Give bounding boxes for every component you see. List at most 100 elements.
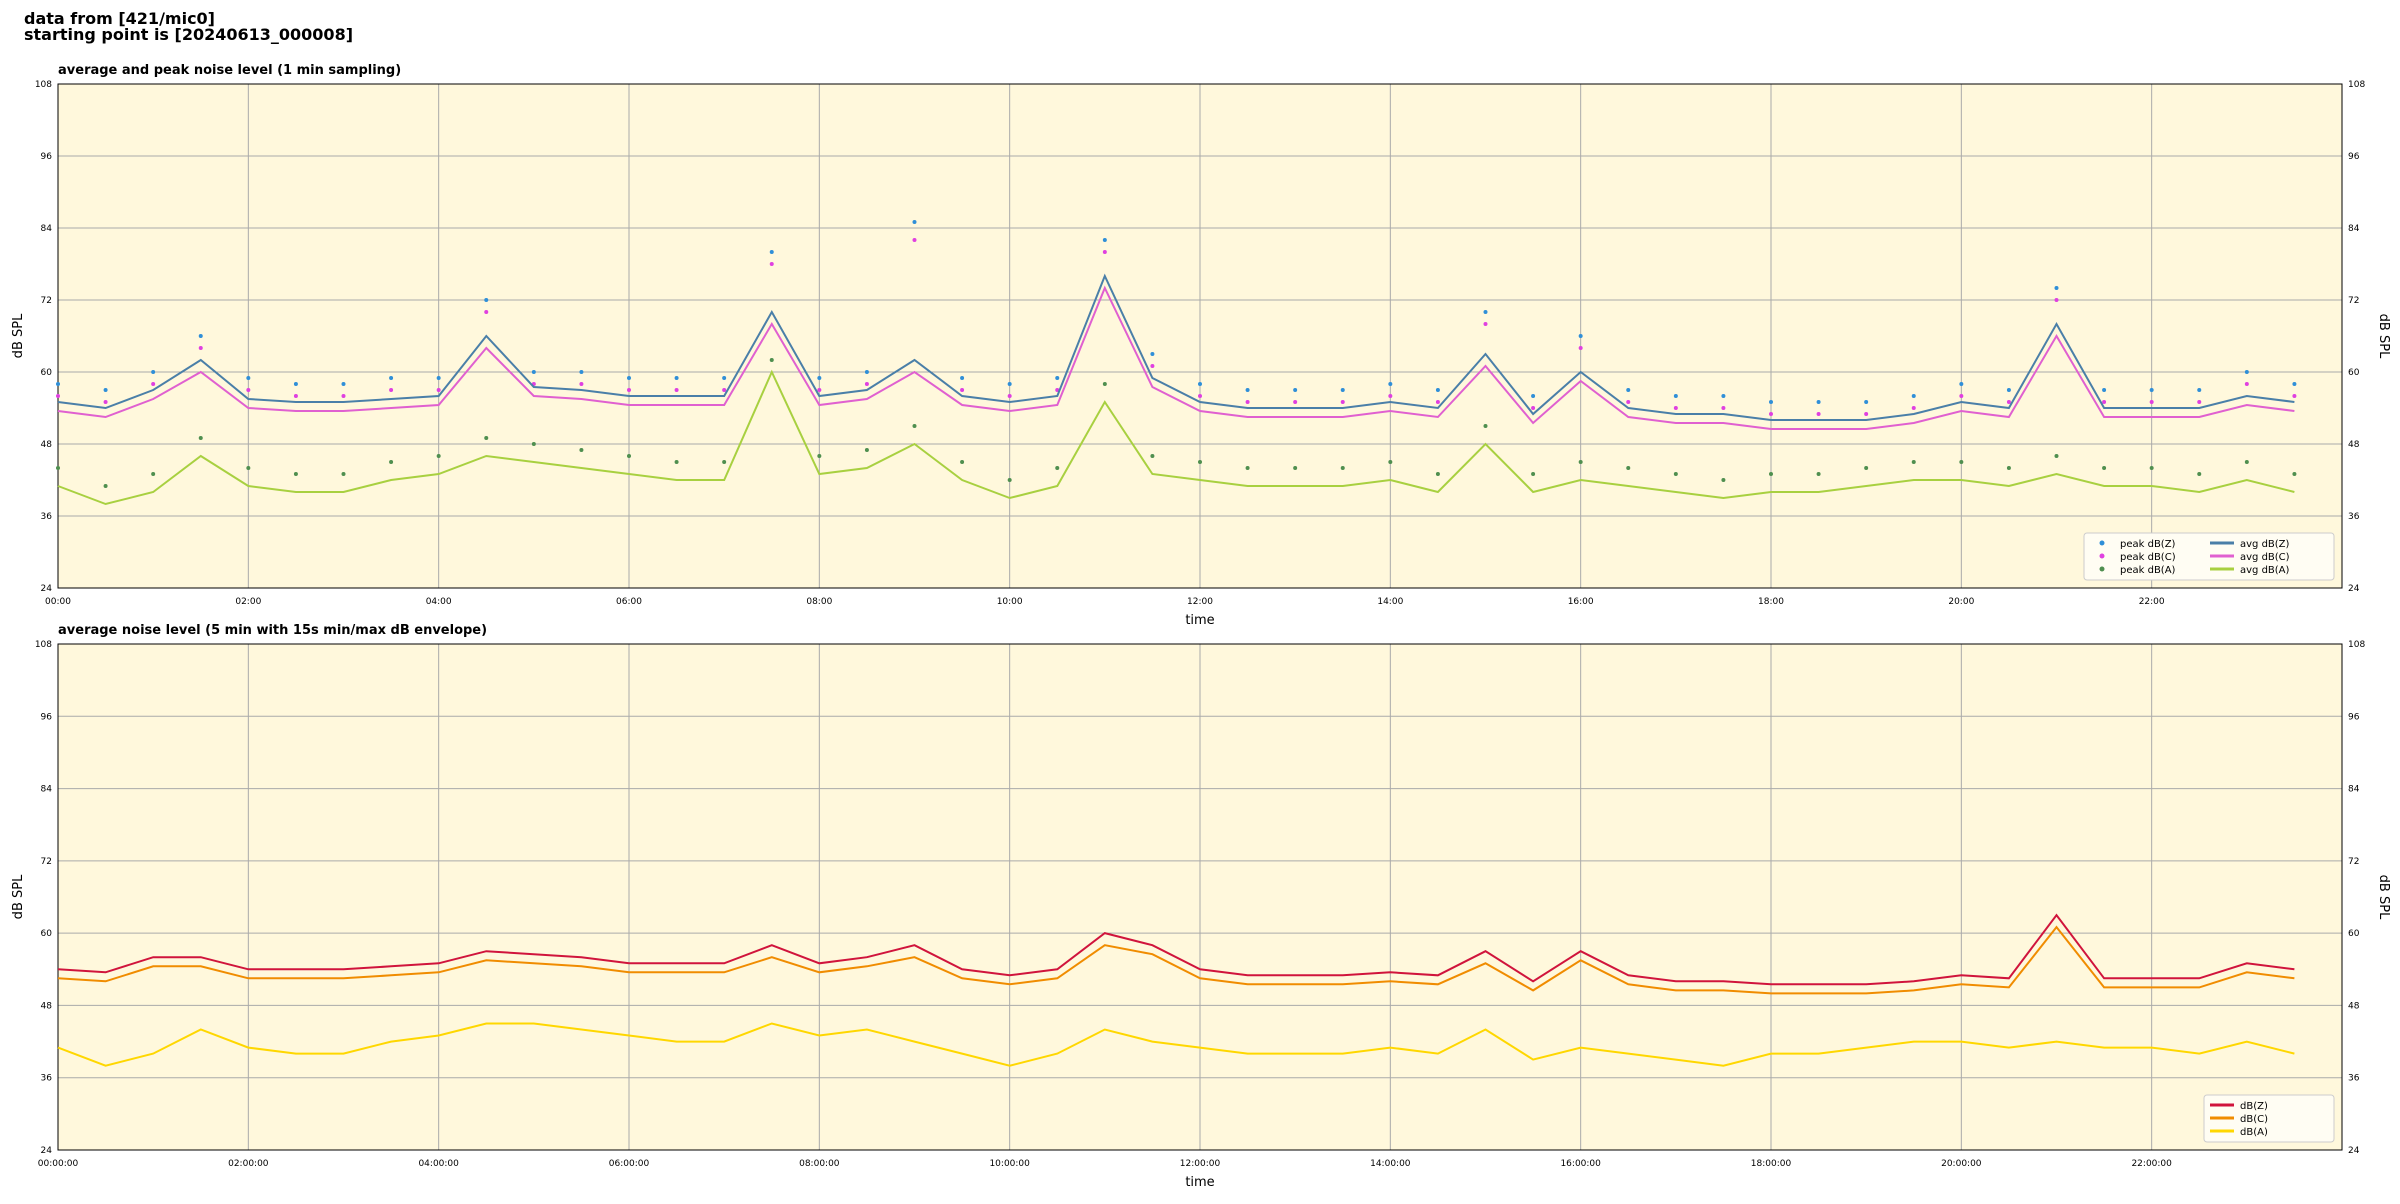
y-tick-label: 108 <box>2348 80 2365 90</box>
x-tick-label: 00:00:00 <box>38 1159 79 1169</box>
peak-point <box>769 262 774 266</box>
y-tick-label: 36 <box>2348 1074 2360 1084</box>
peak-point <box>1721 478 1726 482</box>
peak-point <box>1959 382 1964 386</box>
peak-point <box>56 466 60 470</box>
peak-point <box>912 238 917 242</box>
y-tick-label: 96 <box>2348 152 2360 162</box>
peak-point <box>1816 472 1821 476</box>
peak-point <box>2149 388 2154 392</box>
peak-point <box>2149 466 2154 470</box>
legend-box <box>2083 532 2335 581</box>
peak-point <box>1293 466 1298 470</box>
peak-point <box>1055 466 1060 470</box>
y-tick-label: 24 <box>2348 1146 2360 1156</box>
peak-point <box>2244 460 2249 464</box>
peak-point <box>2244 370 2249 374</box>
peak-point <box>674 376 679 380</box>
peak-point <box>2054 286 2059 290</box>
peak-point <box>1198 394 1202 398</box>
peak-point <box>1007 382 1012 386</box>
peak-point <box>864 448 869 452</box>
peak-point <box>1531 406 1536 410</box>
legend-label: dB(Z) <box>2240 1101 2268 1112</box>
peak-point <box>341 472 346 476</box>
legend-label: avg dB(C) <box>2240 552 2290 563</box>
peak-point <box>960 388 965 392</box>
x-tick-label: 12:00 <box>1187 597 1213 607</box>
peak-point <box>1959 460 1964 464</box>
y-tick-label: 36 <box>41 512 53 522</box>
peak-point <box>2244 382 2249 386</box>
peak-point <box>293 472 298 476</box>
peak-point <box>1721 406 1726 410</box>
y-tick-label: 72 <box>2348 296 2359 306</box>
y-tick-label: 84 <box>41 785 53 795</box>
peak-point <box>769 358 774 362</box>
peak-point <box>960 376 965 380</box>
y-tick-label: 48 <box>41 440 53 450</box>
y-tick-label: 96 <box>2348 712 2360 722</box>
x-tick-label: 18:00:00 <box>1751 1159 1792 1169</box>
x-tick-label: 02:00 <box>235 597 261 607</box>
plot-title: average and peak noise level (1 min samp… <box>58 63 401 78</box>
legend-marker <box>2099 553 2105 559</box>
peak-point <box>1673 394 1678 398</box>
y-tick-label: 60 <box>41 929 53 939</box>
x-tick-label: 10:00:00 <box>989 1159 1030 1169</box>
peak-point <box>1150 454 1155 458</box>
peak-point <box>1769 400 1773 404</box>
peak-point <box>246 466 251 470</box>
peak-point <box>56 394 60 398</box>
peak-point <box>817 454 822 458</box>
y-tick-label: 36 <box>2348 512 2360 522</box>
peak-point <box>2292 382 2297 386</box>
peak-point <box>56 382 60 386</box>
y-tick-label: 96 <box>41 152 53 162</box>
peak-point <box>198 346 203 350</box>
x-tick-label: 04:00:00 <box>418 1159 459 1169</box>
peak-point <box>1388 382 1393 386</box>
peak-point <box>1483 424 1488 428</box>
x-tick-label: 02:00:00 <box>228 1159 269 1169</box>
peak-point <box>246 376 251 380</box>
y-tick-label: 60 <box>41 368 53 378</box>
x-tick-label: 06:00 <box>616 597 642 607</box>
peak-point <box>1911 460 1916 464</box>
peak-point <box>293 394 298 398</box>
x-tick-label: 08:00:00 <box>799 1159 840 1169</box>
peak-point <box>2102 466 2107 470</box>
peak-point <box>1102 382 1107 386</box>
peak-point <box>151 370 156 374</box>
peak-point <box>2006 388 2011 392</box>
peak-point <box>674 388 679 392</box>
peak-point <box>198 334 203 338</box>
peak-point <box>103 400 108 404</box>
peak-point <box>1435 388 1440 392</box>
peak-point <box>912 220 917 224</box>
legend-label: dB(A) <box>2240 1127 2268 1138</box>
peak-point <box>1435 472 1440 476</box>
series-line <box>57 925 2295 995</box>
peak-point <box>722 388 727 392</box>
peak-point <box>1150 352 1155 356</box>
peak-point <box>1340 400 1345 404</box>
x-tick-label: 12:00:00 <box>1180 1159 1221 1169</box>
peak-point <box>103 484 108 488</box>
y-axis-label: dB SPL <box>2376 314 2391 359</box>
x-axis-label: time <box>1185 1175 1214 1190</box>
x-tick-label: 14:00:00 <box>1370 1159 1411 1169</box>
peak-point <box>817 388 822 392</box>
peak-point <box>1102 238 1107 242</box>
legend-label: peak dB(Z) <box>2120 539 2176 550</box>
y-tick-label: 24 <box>41 1146 53 1156</box>
header-line: starting point is [20240613_000008] <box>24 25 353 44</box>
peak-point <box>484 310 489 314</box>
peak-point <box>2054 454 2059 458</box>
x-tick-label: 14:00 <box>1377 597 1403 607</box>
peak-point <box>722 376 727 380</box>
legend-label: avg dB(Z) <box>2240 539 2290 550</box>
peak-point <box>1769 472 1773 476</box>
y-tick-label: 60 <box>2348 929 2360 939</box>
peak-point <box>1388 460 1393 464</box>
